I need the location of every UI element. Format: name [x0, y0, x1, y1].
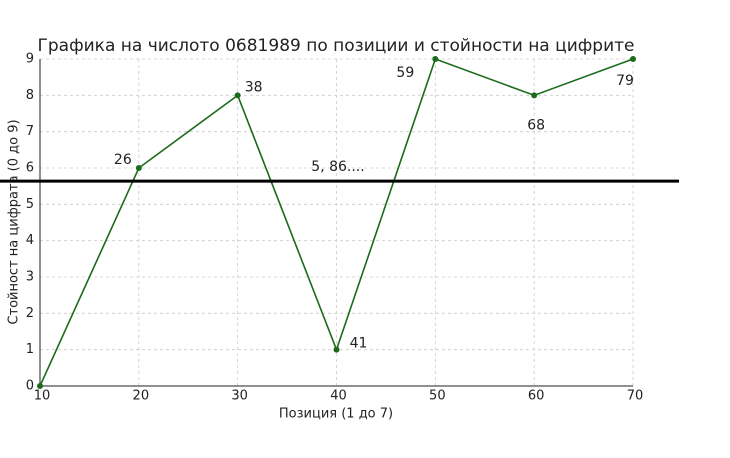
point-label: 26: [114, 152, 132, 168]
x-tick-label: 50: [429, 389, 446, 404]
point-label: 59: [396, 65, 414, 81]
x-tick-label: 60: [528, 389, 545, 404]
y-tick-label: 7: [26, 124, 34, 139]
reference-label: 5, 86....: [311, 159, 364, 175]
point-label: 41: [350, 336, 368, 352]
x-tick-label: 40: [330, 389, 347, 404]
y-tick-label: 6: [26, 161, 34, 176]
data-point: [37, 383, 43, 389]
x-tick-label: 30: [231, 389, 248, 404]
y-tick-label: 8: [26, 88, 34, 103]
y-axis-label: Стойност на цифрата (0 до 9): [7, 119, 22, 324]
data-point: [135, 165, 142, 171]
y-tick-label: 3: [26, 270, 34, 285]
data-point: [333, 346, 340, 353]
data-point: [630, 56, 636, 62]
y-tick-label: 1: [26, 342, 34, 357]
y-tick-label: 5: [26, 197, 34, 212]
data-point: [531, 92, 538, 99]
y-tick-label: 4: [26, 233, 34, 248]
data-point: [432, 56, 439, 62]
point-label: 38: [245, 79, 263, 95]
data-point: [234, 92, 241, 99]
x-tick-label: 10: [34, 389, 51, 404]
chart-title: Графика на числото 0681989 по позиции и …: [38, 36, 635, 56]
x-axis-label: Позиция (1 до 7): [279, 407, 393, 422]
y-tick-label: 0: [26, 379, 34, 394]
y-tick-label: 9: [26, 52, 34, 67]
x-tick-label: 70: [627, 389, 644, 404]
x-tick-label: 20: [133, 389, 150, 404]
point-label: 79: [616, 73, 634, 89]
point-label: 68: [527, 117, 545, 133]
y-tick-label: 2: [26, 306, 34, 321]
